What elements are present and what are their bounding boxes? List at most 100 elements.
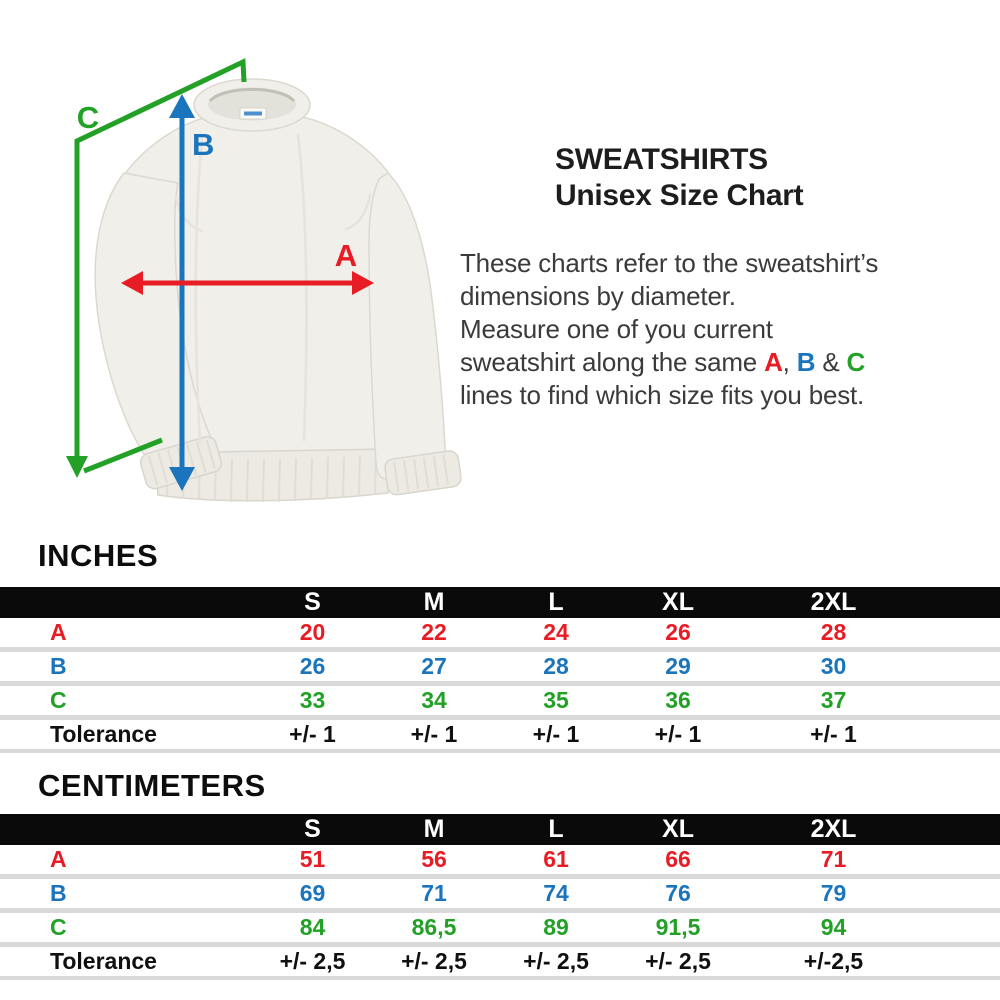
row-label: A (0, 618, 252, 650)
column-header-s: S (252, 814, 373, 845)
arrow-c-line (74, 58, 247, 474)
chart-description: These charts refer to the sweatshirt’s d… (460, 247, 975, 412)
collar (193, 78, 311, 132)
tolerance-row: Tolerance +/- 2,5 +/- 2,5 +/- 2,5 +/- 2,… (0, 944, 1000, 978)
column-header-2xl: 2XL (739, 814, 928, 845)
measurement-row-b: B 26 27 28 29 30 (0, 649, 1000, 684)
chart-title-line1: SWEATSHIRTS (555, 143, 768, 176)
measurement-a: A (121, 238, 374, 295)
size-value: 34 (373, 683, 495, 718)
tolerance-value: +/- 1 (495, 717, 617, 751)
size-value: 71 (373, 876, 495, 911)
row-label: Tolerance (0, 717, 252, 751)
column-header-xl: XL (617, 814, 739, 845)
column-header-s: S (252, 587, 373, 618)
inline-letter-a: A (764, 347, 783, 377)
measurement-row-b: B 69 71 74 76 79 (0, 876, 1000, 911)
row-spacer (928, 717, 1000, 751)
centimeters-heading: CENTIMETERS (38, 768, 266, 803)
arrow-a-head-left (121, 271, 143, 295)
inline-letter-b: B (796, 347, 816, 377)
size-value: 91,5 (617, 910, 739, 945)
row-label: B (0, 876, 252, 911)
description-line: sweatshirt along the same A, B & C (460, 346, 975, 379)
size-value: 36 (617, 683, 739, 718)
description-line: lines to find which size fits you best. (460, 380, 865, 410)
arrow-b-head-bottom (169, 467, 195, 491)
tolerance-value: +/- 2,5 (495, 944, 617, 978)
header-spacer (0, 587, 252, 618)
tolerance-value: +/- 1 (739, 717, 928, 751)
measurement-row-a: A 20 22 24 26 28 (0, 618, 1000, 650)
row-spacer (928, 649, 1000, 684)
tolerance-value: +/- 2,5 (252, 944, 373, 978)
size-value: 76 (617, 876, 739, 911)
size-value: 86,5 (373, 910, 495, 945)
chart-title: SWEATSHIRTS Unisex Size Chart (555, 142, 804, 214)
column-header-m: M (373, 814, 495, 845)
size-value: 20 (252, 618, 373, 650)
tolerance-value: +/- 1 (617, 717, 739, 751)
size-value: 69 (252, 876, 373, 911)
row-spacer (928, 845, 1000, 877)
tolerance-row: Tolerance +/- 1 +/- 1 +/- 1 +/- 1 +/- 1 (0, 717, 1000, 751)
separator: & (815, 347, 847, 377)
chart-title-line2: Unisex Size Chart (555, 179, 804, 212)
separator: , (782, 347, 797, 377)
row-label: C (0, 910, 252, 945)
size-value: 35 (495, 683, 617, 718)
size-header-row: S M L XL 2XL (0, 587, 1000, 618)
size-value: 37 (739, 683, 928, 718)
column-header-2xl: 2XL (739, 587, 928, 618)
sleeve-right (368, 172, 446, 481)
size-value: 30 (739, 649, 928, 684)
description-line: Measure one of you current (460, 314, 773, 344)
arrow-a-head-right (352, 271, 374, 295)
measure-label-a: A (335, 238, 357, 273)
sweatshirt-graphic: C B A (66, 58, 462, 503)
tolerance-value: +/- 2,5 (373, 944, 495, 978)
tolerance-value: +/- 1 (373, 717, 495, 751)
arrow-b-head-top (169, 94, 195, 118)
tolerance-value: +/- 2,5 (617, 944, 739, 978)
centimeters-size-table: S M L XL 2XL A 51 56 61 66 71 B 69 71 74… (0, 814, 1000, 980)
measure-label-b: B (192, 127, 214, 162)
size-value: 28 (495, 649, 617, 684)
size-value: 22 (373, 618, 495, 650)
size-value: 66 (617, 845, 739, 877)
cuff-right (384, 450, 462, 496)
row-spacer (928, 683, 1000, 718)
row-label: B (0, 649, 252, 684)
sweatshirt-illustration: C B A (40, 15, 480, 515)
size-value: 84 (252, 910, 373, 945)
row-label: A (0, 845, 252, 877)
measurement-row-c: C 33 34 35 36 37 (0, 683, 1000, 718)
measure-label-c: C (77, 100, 99, 135)
size-value: 94 (739, 910, 928, 945)
column-header-xl: XL (617, 587, 739, 618)
size-header-row: S M L XL 2XL (0, 814, 1000, 845)
inches-heading: INCHES (38, 538, 159, 573)
column-header-m: M (373, 587, 495, 618)
column-header-l: L (495, 587, 617, 618)
size-value: 61 (495, 845, 617, 877)
size-value: 51 (252, 845, 373, 877)
tolerance-value: +/- 1 (252, 717, 373, 751)
size-value: 74 (495, 876, 617, 911)
row-spacer (928, 876, 1000, 911)
size-value: 28 (739, 618, 928, 650)
row-spacer (928, 910, 1000, 945)
size-value: 33 (252, 683, 373, 718)
header-spacer (0, 814, 252, 845)
description-text: sweatshirt along the same (460, 347, 758, 377)
size-value: 79 (739, 876, 928, 911)
header-spacer (928, 814, 1000, 845)
tolerance-value: +/-2,5 (739, 944, 928, 978)
column-header-l: L (495, 814, 617, 845)
measurement-row-a: A 51 56 61 66 71 (0, 845, 1000, 877)
sweatshirt (94, 78, 462, 503)
arrow-c-head (66, 456, 88, 478)
description-line: dimensions by diameter. (460, 281, 736, 311)
size-value: 29 (617, 649, 739, 684)
